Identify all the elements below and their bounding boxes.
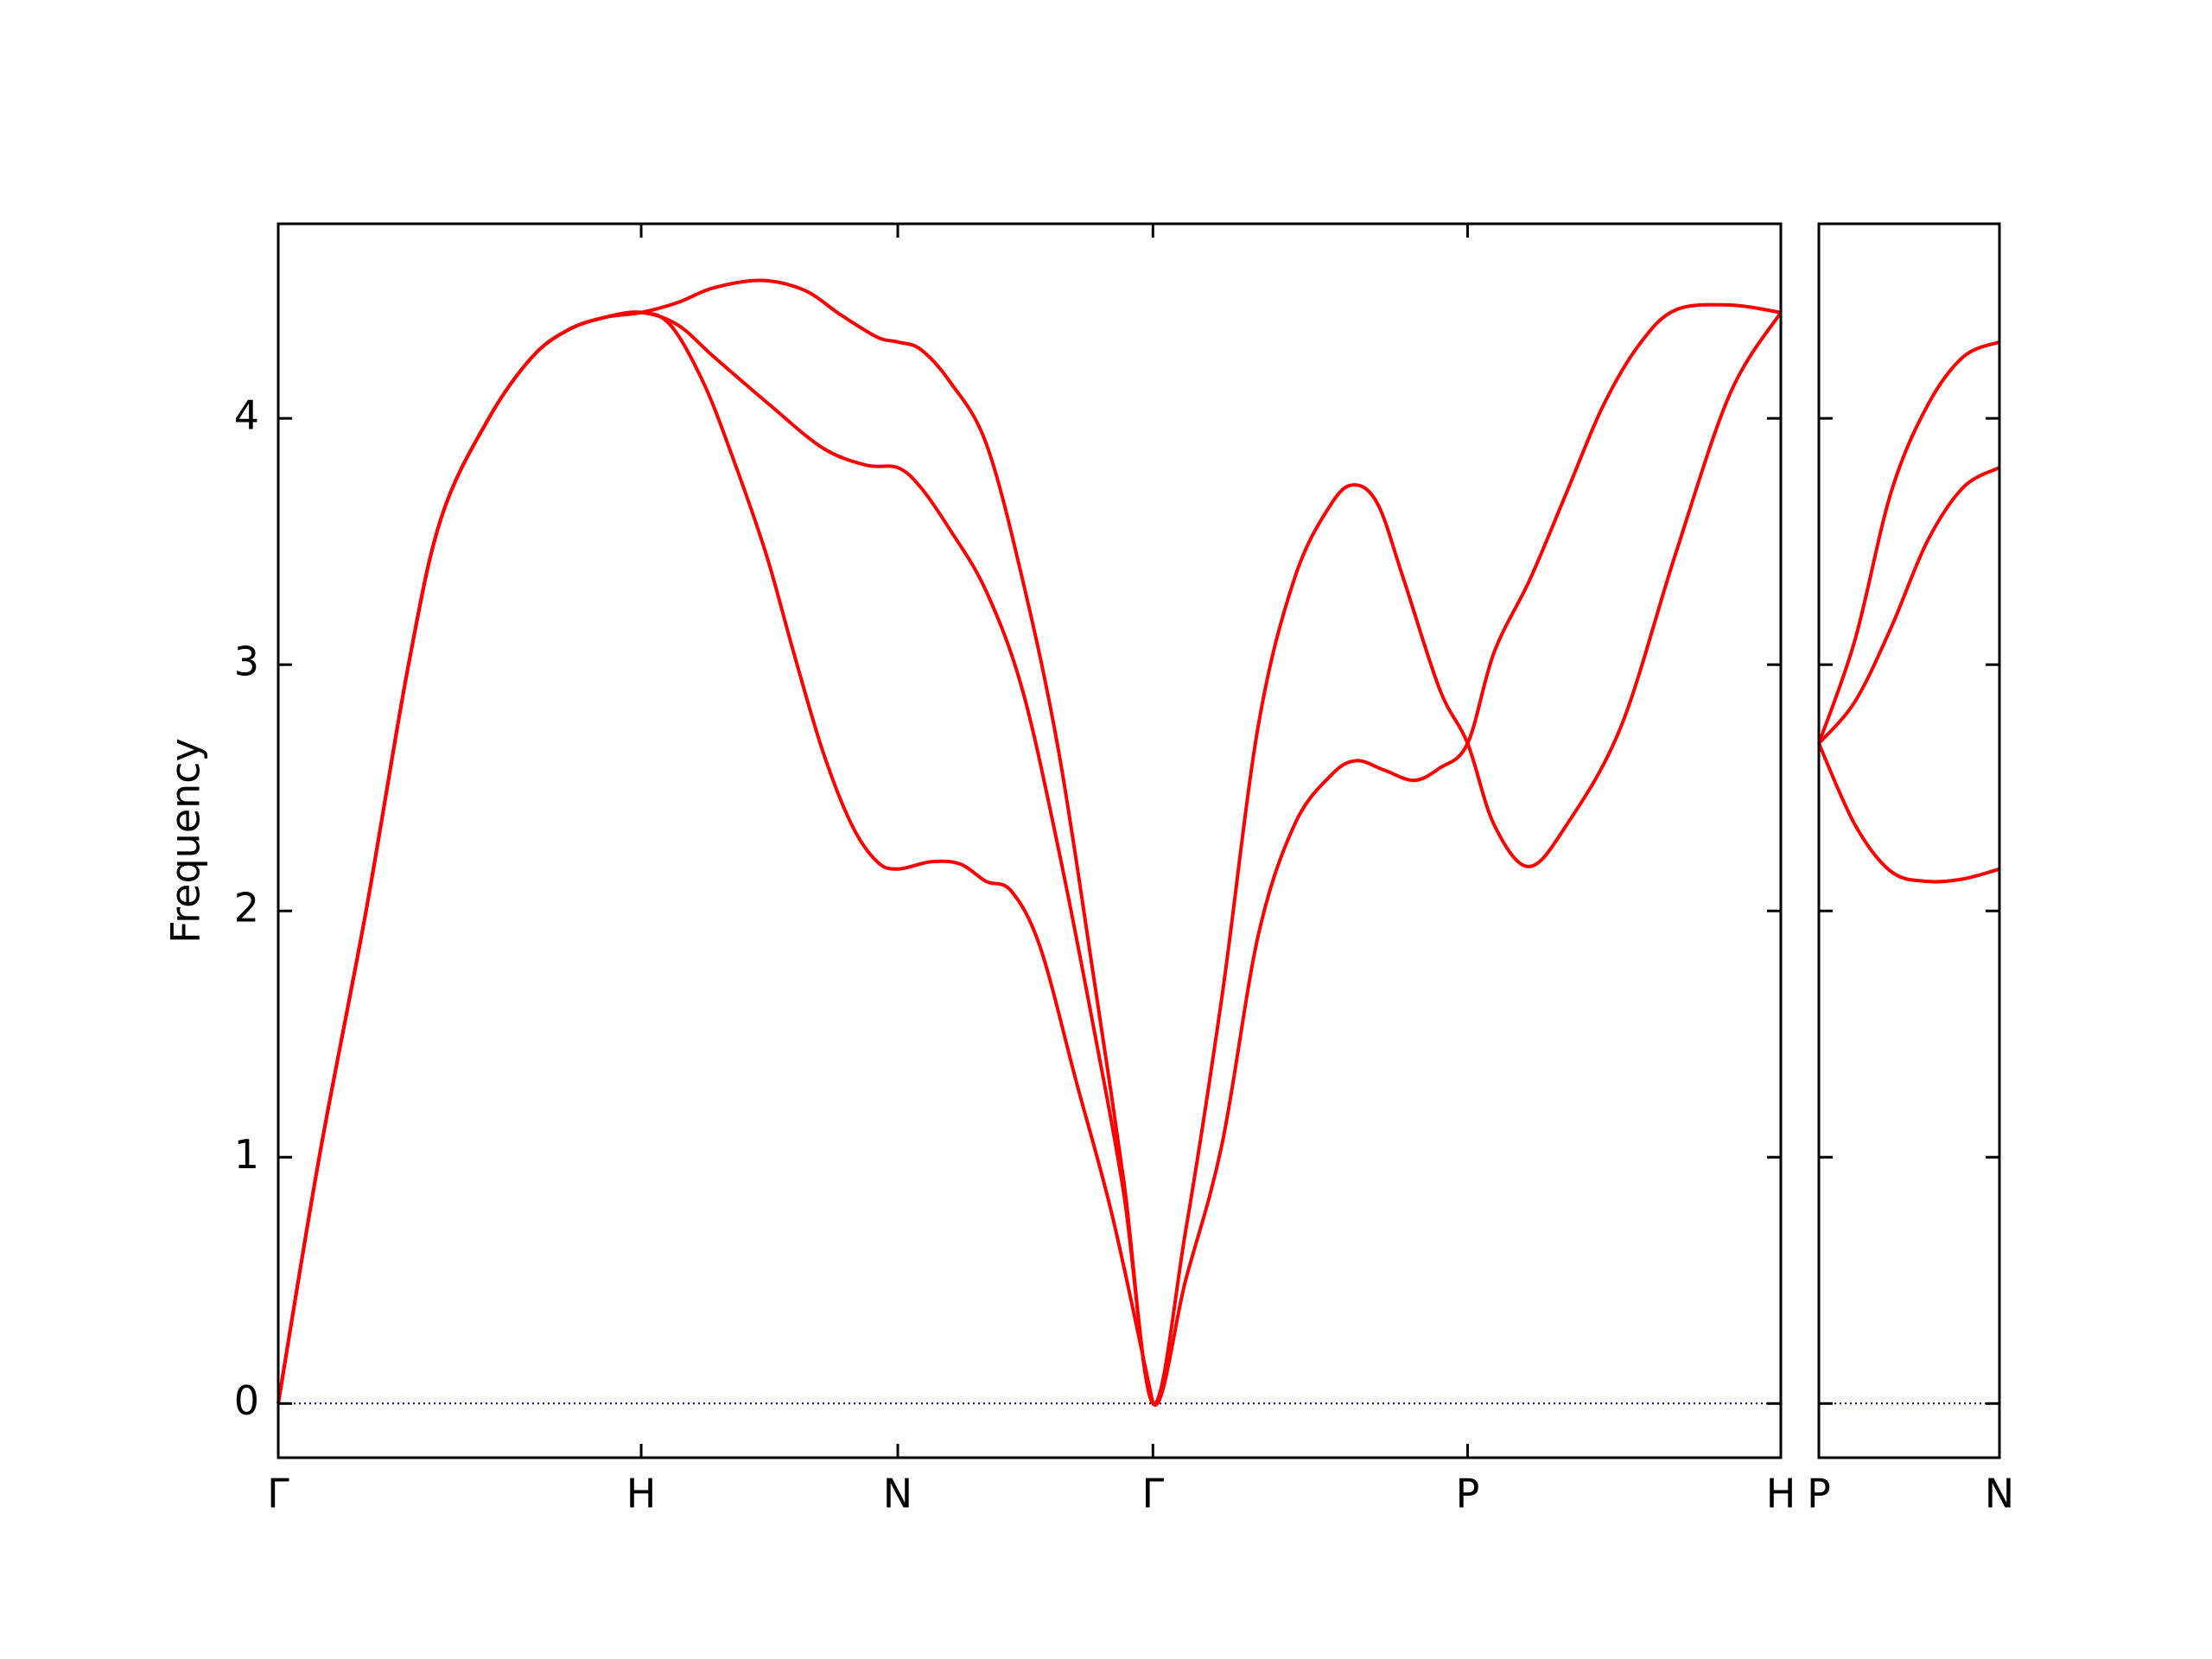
x-tick-label: N — [883, 1471, 912, 1517]
x-tick-label: H — [1766, 1471, 1796, 1517]
band-line — [1817, 466, 2000, 745]
band-line — [276, 310, 1155, 1404]
x-tick-label: H — [626, 1471, 657, 1517]
x-tick-label: Γ — [267, 1471, 289, 1517]
band-line — [1817, 340, 2000, 745]
y-tick-label: 3 — [234, 639, 259, 685]
band-line — [1817, 742, 2000, 884]
y-tick-label: 0 — [234, 1377, 259, 1424]
plot-frame — [1817, 222, 2001, 1459]
y-tick-label: 2 — [234, 885, 259, 931]
y-axis-label: Frequency — [162, 738, 209, 944]
band-line — [276, 302, 1782, 1407]
y-tick-label: 1 — [234, 1131, 259, 1178]
x-tick-label: P — [1807, 1471, 1831, 1517]
y-tick-label: 4 — [234, 392, 259, 439]
plot-frame — [276, 222, 1783, 1459]
x-tick-label: Γ — [1141, 1471, 1164, 1517]
band-line — [276, 278, 1783, 1406]
x-tick-label: N — [1985, 1471, 2014, 1517]
x-tick-label: P — [1456, 1471, 1480, 1517]
